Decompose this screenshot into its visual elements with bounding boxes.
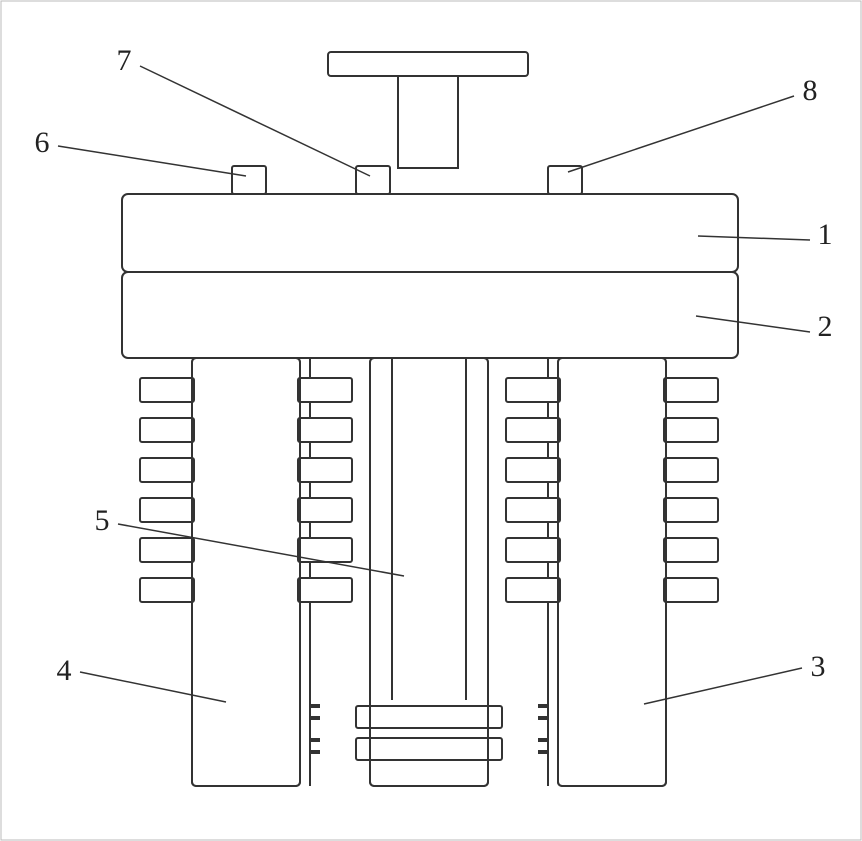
- fin-right-outer: [664, 418, 718, 442]
- callout-label-L5: 5: [95, 504, 110, 537]
- fin-left-inner: [298, 418, 352, 442]
- notch-dash: [538, 738, 548, 742]
- technical-figure: 1 2 3 4 5 6 7 8: [0, 0, 862, 841]
- fin-right-outer: [664, 498, 718, 522]
- bottom-plate-1: [356, 706, 502, 728]
- notch-dash: [310, 716, 320, 720]
- port-nub-6: [232, 166, 266, 194]
- callout-label-L6: 6: [35, 126, 50, 159]
- fin-right-inner: [506, 538, 560, 562]
- fin-left-outer: [140, 378, 194, 402]
- fin-right-inner: [506, 378, 560, 402]
- notch-dash: [538, 716, 548, 720]
- right-post: [558, 358, 666, 786]
- callout-label-L3: 3: [811, 650, 826, 683]
- fin-right-inner: [506, 498, 560, 522]
- notch-dash: [538, 704, 548, 708]
- notch-dash: [310, 704, 320, 708]
- notch-dash: [310, 738, 320, 742]
- fin-right-outer: [664, 378, 718, 402]
- callout-label-L2: 2: [818, 310, 833, 343]
- leader-L8: [568, 96, 794, 172]
- fin-left-inner: [298, 458, 352, 482]
- fin-left-inner: [298, 578, 352, 602]
- leader-L7: [140, 66, 370, 176]
- left-post: [192, 358, 300, 786]
- fin-left-outer: [140, 578, 194, 602]
- port-nub-7: [356, 166, 390, 194]
- leader-L3: [644, 668, 802, 704]
- handle-stem: [398, 76, 458, 168]
- callout-label-L7: 7: [117, 44, 132, 77]
- fin-right-outer: [664, 458, 718, 482]
- fin-left-outer: [140, 498, 194, 522]
- fin-left-outer: [140, 538, 194, 562]
- fin-right-outer: [664, 538, 718, 562]
- fin-right-inner: [506, 458, 560, 482]
- callout-label-L1: 1: [818, 218, 833, 251]
- port-nub-8: [548, 166, 582, 194]
- notch-dash: [538, 750, 548, 754]
- callout-label-L8: 8: [803, 74, 818, 107]
- leader-L6: [58, 146, 246, 176]
- fin-left-inner: [298, 498, 352, 522]
- fin-right-outer: [664, 578, 718, 602]
- fin-left-outer: [140, 458, 194, 482]
- upper-slab: [122, 194, 738, 272]
- fin-right-inner: [506, 578, 560, 602]
- fin-left-inner: [298, 378, 352, 402]
- handle-cap: [328, 52, 528, 76]
- fin-right-inner: [506, 418, 560, 442]
- fin-left-outer: [140, 418, 194, 442]
- bottom-plate-2: [356, 738, 502, 760]
- callout-label-L4: 4: [57, 654, 72, 687]
- lower-slab: [122, 272, 738, 358]
- notch-dash: [310, 750, 320, 754]
